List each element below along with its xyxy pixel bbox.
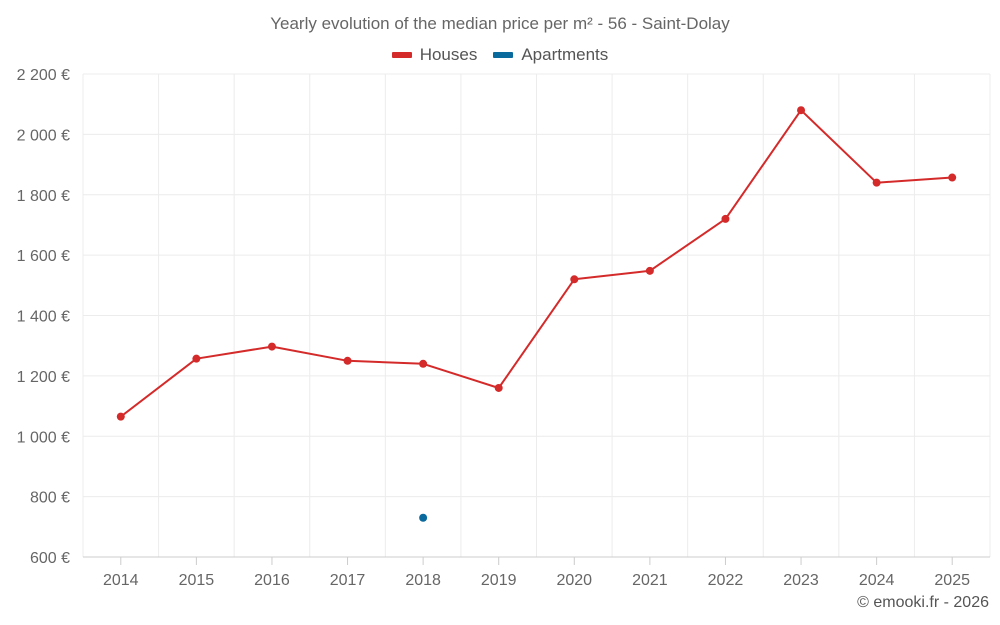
data-point-houses-2025 xyxy=(948,173,957,182)
legend-item-apartments[interactable]: Apartments xyxy=(493,45,608,65)
x-tick-label: 2024 xyxy=(859,572,895,589)
data-point-houses-2021 xyxy=(645,266,654,275)
y-tick-label: 1 600 € xyxy=(17,248,70,265)
data-point-houses-2023 xyxy=(797,106,806,115)
x-tick-label: 2015 xyxy=(179,572,215,589)
legend-label-apartments: Apartments xyxy=(521,45,609,64)
series-line-houses xyxy=(120,109,953,418)
data-point-houses-2014 xyxy=(116,412,125,421)
x-tick-label: 2021 xyxy=(632,572,668,589)
x-tick-label: 2020 xyxy=(556,572,592,589)
y-tick-label: 2 000 € xyxy=(17,127,70,144)
legend-item-houses[interactable]: Houses xyxy=(391,45,478,65)
data-point-houses-2017 xyxy=(343,356,352,365)
data-point-houses-2022 xyxy=(721,214,730,223)
y-tick-label: 1 800 € xyxy=(17,188,70,205)
legend-swatch-houses xyxy=(391,52,412,58)
data-point-houses-2018 xyxy=(419,359,428,368)
y-tick-label: 1 000 € xyxy=(17,429,70,446)
x-tick-label: 2025 xyxy=(934,572,970,589)
y-tick-label: 800 € xyxy=(30,490,70,507)
chart-title: Yearly evolution of the median price per… xyxy=(270,14,730,33)
data-point-apartments-2018 xyxy=(419,513,428,522)
x-tick-label: 2018 xyxy=(405,572,441,589)
data-point-houses-2020 xyxy=(570,275,579,284)
chart-legend: Houses Apartments xyxy=(0,45,1000,65)
x-tick-label: 2017 xyxy=(330,572,366,589)
data-point-houses-2015 xyxy=(192,354,201,363)
x-tick-label: 2016 xyxy=(254,572,290,589)
legend-label-houses: Houses xyxy=(419,45,478,64)
x-tick-label: 2022 xyxy=(708,572,744,589)
series-layer xyxy=(116,106,957,522)
copyright-text: © emooki.fr - 2026 xyxy=(857,594,989,611)
data-point-houses-2024 xyxy=(872,178,881,187)
y-tick-label: 1 400 € xyxy=(17,309,70,326)
y-tick-label: 600 € xyxy=(30,550,70,567)
x-tick-label: 2019 xyxy=(481,572,517,589)
x-tick-label: 2014 xyxy=(103,572,139,589)
data-point-houses-2016 xyxy=(267,342,276,351)
x-tick-label: 2023 xyxy=(783,572,819,589)
grid-lines xyxy=(82,73,991,558)
y-tick-label: 1 200 € xyxy=(17,369,70,386)
legend-swatch-apartments xyxy=(493,52,514,58)
data-point-houses-2019 xyxy=(494,383,503,392)
axes: 600 € 800 € 1 000 € 1 200 € 1 400 € 1 600 € 1 … xyxy=(17,67,990,589)
y-tick-label: 2 200 € xyxy=(17,67,70,84)
